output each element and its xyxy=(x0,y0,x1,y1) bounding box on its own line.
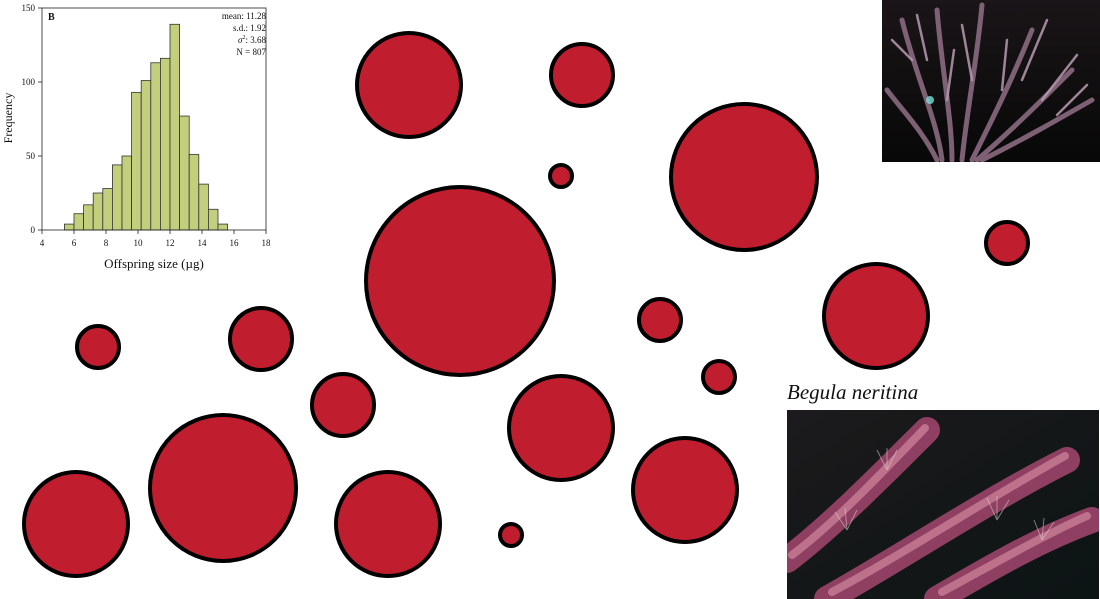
histogram-bar xyxy=(102,188,113,231)
histogram-bar xyxy=(64,223,75,231)
y-tick-label: 0 xyxy=(31,225,36,235)
stat-variance: σ2: 3.68 xyxy=(238,35,266,45)
panel-label: B xyxy=(48,12,55,23)
y-tick-label: 100 xyxy=(22,77,36,87)
x-tick-label: 12 xyxy=(166,238,175,248)
x-tick-label: 6 xyxy=(72,238,77,248)
bryozoan-colony-photo xyxy=(882,0,1100,162)
bubble-center-right-tiny xyxy=(701,359,737,395)
histogram-bar xyxy=(112,164,123,231)
y-tick-label: 50 xyxy=(26,151,36,161)
species-label: Begula neritina xyxy=(787,380,919,404)
histogram-bar xyxy=(179,115,190,231)
histogram-bar xyxy=(131,91,142,231)
x-tick-label: 4 xyxy=(40,238,45,248)
histogram-bar xyxy=(121,155,132,231)
bubble-bottom-right-center xyxy=(631,436,739,544)
bubble-tiny-center xyxy=(548,163,574,189)
bubble-center-lower xyxy=(507,374,615,482)
x-axis-label: Offspring size (µg) xyxy=(104,256,204,271)
histogram-bar xyxy=(217,223,228,231)
bubble-left-medium xyxy=(228,306,294,372)
bubble-right-middle xyxy=(822,262,930,370)
y-tick-label: 150 xyxy=(22,3,36,13)
bubble-right-large xyxy=(669,102,819,252)
bubble-bottom-center-tiny xyxy=(498,522,524,548)
histogram-bar xyxy=(140,80,152,231)
bubble-top-center-small xyxy=(549,42,615,108)
histogram-bars xyxy=(64,23,228,231)
bubble-left-center xyxy=(310,372,376,438)
histogram-bar xyxy=(150,62,161,231)
bubble-top-left-large xyxy=(355,31,463,139)
bubble-center-huge xyxy=(364,185,556,377)
stat-sd: s.d.: 1.92 xyxy=(233,23,266,33)
bubble-bottom-left-huge xyxy=(148,413,298,563)
histogram-bar xyxy=(159,57,171,231)
bubble-bottom-center-left xyxy=(334,470,442,578)
x-tick-label: 10 xyxy=(134,238,144,248)
bubble-left-small xyxy=(75,324,121,370)
histogram-bar xyxy=(169,23,180,231)
bubble-far-right-small xyxy=(984,220,1030,266)
plot-frame xyxy=(41,7,267,231)
bryozoan-closeup-photo xyxy=(787,410,1099,599)
stat-n: N = 807 xyxy=(236,47,266,57)
histogram-axes xyxy=(41,7,267,231)
histogram-bar xyxy=(198,183,209,231)
histogram-bar xyxy=(188,154,200,231)
histogram-bar xyxy=(207,208,219,231)
x-tick-label: 14 xyxy=(198,238,208,248)
offspring-size-histogram: 4 6 8 10 12 14 16 18 0 50 100 150 B mean: 11.28 s.d… xyxy=(1,3,272,271)
x-tick-label: 18 xyxy=(262,238,272,248)
histogram-bar xyxy=(92,192,104,231)
histogram-bar xyxy=(83,204,94,231)
histogram-bar xyxy=(73,213,84,231)
stat-mean: mean: 11.28 xyxy=(222,11,267,21)
y-axis-label: Frequency xyxy=(1,93,15,144)
bubble-bottom-far-left xyxy=(22,470,130,578)
bubble-center-right-small xyxy=(637,297,683,343)
stat-variance-value: : 3.68 xyxy=(245,35,266,45)
x-tick-label: 8 xyxy=(104,238,109,248)
x-tick-label: 16 xyxy=(230,238,240,248)
histogram-ticks: 4 6 8 10 12 14 16 18 0 50 100 150 xyxy=(22,3,272,248)
